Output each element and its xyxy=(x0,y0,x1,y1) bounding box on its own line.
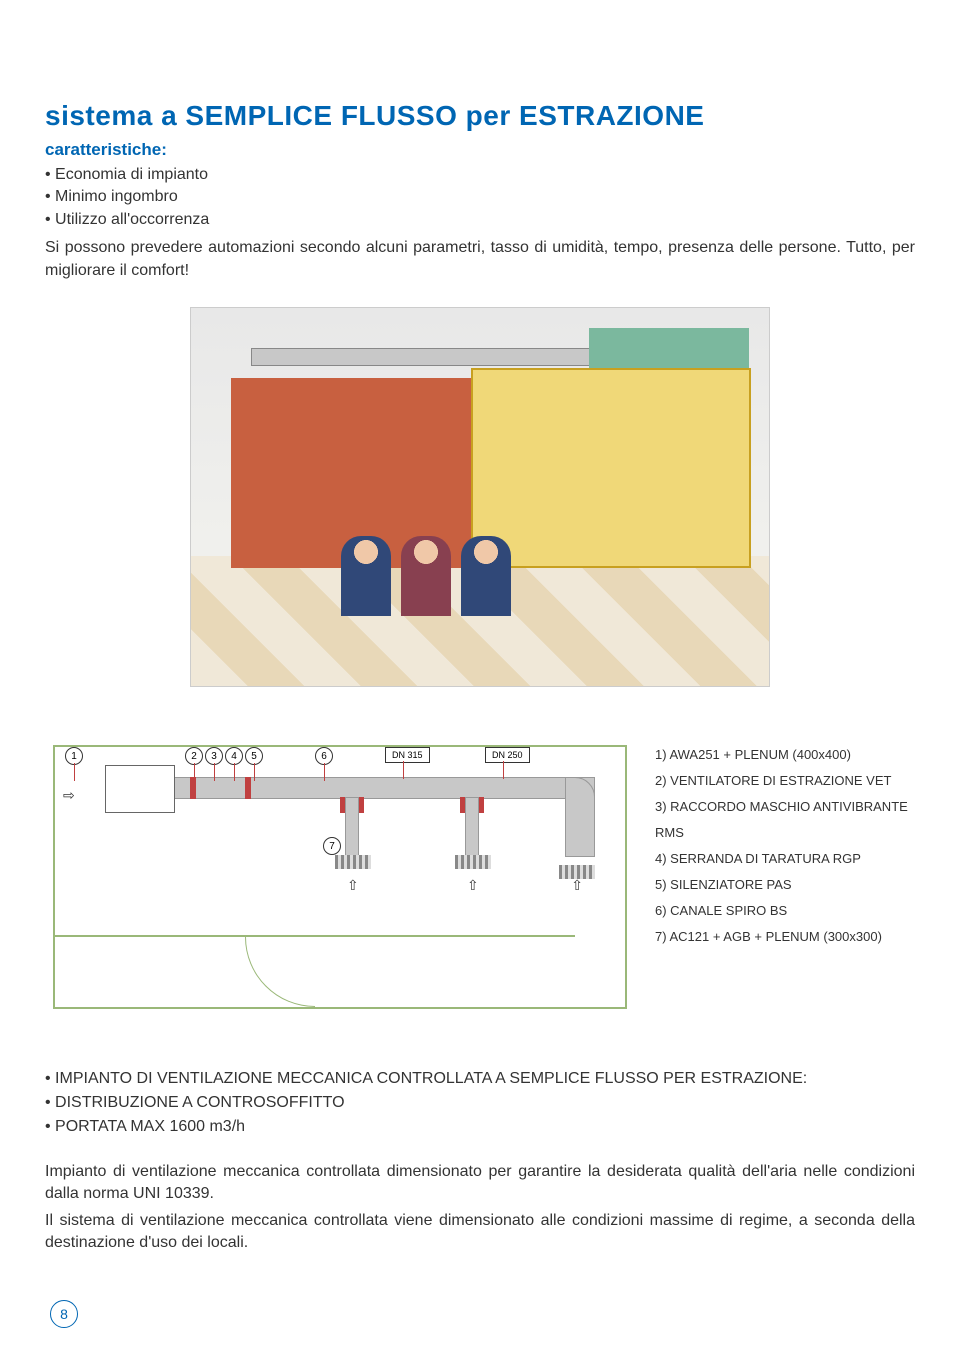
summary-item: PORTATA MAX 1600 m3/h xyxy=(45,1115,915,1139)
person-icon xyxy=(401,536,451,616)
summary-list: IMPIANTO DI VENTILAZIONE MECCANICA CONTR… xyxy=(45,1067,915,1139)
main-duct xyxy=(115,777,595,799)
intro-paragraph: Si possono prevedere automazioni secondo… xyxy=(45,237,915,282)
grille xyxy=(335,855,371,869)
arrow-up-icon: ⇧ xyxy=(347,877,359,894)
extraction-unit xyxy=(589,328,749,368)
inner-wall xyxy=(55,935,575,937)
callout-line xyxy=(194,763,195,781)
callout-line xyxy=(234,763,235,781)
summary-item: IMPIANTO DI VENTILAZIONE MECCANICA CONTR… xyxy=(45,1067,915,1091)
floor-plan-diagram: ⇨ ⇧ ⇧ ⇧ 1 2 3 4 5 6 xyxy=(45,737,635,1017)
legend-item: 2) VENTILATORE DI ESTRAZIONE VET xyxy=(655,768,915,794)
grille xyxy=(455,855,491,869)
body-paragraph: Il sistema di ventilazione meccanica con… xyxy=(45,1210,915,1255)
room-illustration xyxy=(190,307,770,687)
person-icon xyxy=(461,536,511,616)
callout-marker: 7 xyxy=(323,837,341,855)
legend-item: 1) AWA251 + PLENUM (400x400) xyxy=(655,742,915,768)
fan-unit xyxy=(105,765,175,813)
callout-line xyxy=(254,763,255,781)
legend-item: 5) SILENZIATORE PAS xyxy=(655,872,915,898)
dn-label: DN 250 xyxy=(485,747,530,763)
callout-line xyxy=(214,763,215,781)
document-page: sistema a SEMPLICE FLUSSO per ESTRAZIONE… xyxy=(0,0,960,1358)
legend-item: 7) AC121 + AGB + PLENUM (300x300) xyxy=(655,924,915,950)
legend-item: 4) SERRANDA DI TARATURA RGP xyxy=(655,846,915,872)
callout-line xyxy=(74,763,75,781)
feature-item: Economia di impianto xyxy=(45,164,915,186)
diagram-row: ⇨ ⇧ ⇧ ⇧ 1 2 3 4 5 6 xyxy=(45,737,915,1017)
legend-item: 6) CANALE SPIRO BS xyxy=(655,898,915,924)
branch-duct xyxy=(345,797,359,857)
arrow-up-icon: ⇧ xyxy=(467,877,479,894)
legend: 1) AWA251 + PLENUM (400x400) 2) VENTILAT… xyxy=(655,737,915,950)
feature-list: Economia di impianto Minimo ingombro Uti… xyxy=(45,164,915,231)
subtitle: caratteristiche: xyxy=(45,140,915,160)
wall-yellow xyxy=(471,368,751,568)
callout-line xyxy=(324,763,325,781)
connector xyxy=(190,777,196,799)
duct-elbow xyxy=(565,777,595,857)
branch-duct xyxy=(465,797,479,857)
body-paragraph: Impianto di ventilazione meccanica contr… xyxy=(45,1161,915,1206)
callout-line xyxy=(403,761,404,779)
page-number: 8 xyxy=(50,1300,78,1328)
dn-label: DN 315 xyxy=(385,747,430,763)
feature-item: Utilizzo all'occorrenza xyxy=(45,209,915,231)
legend-item: 3) RACCORDO MASCHIO ANTIVIBRANTE RMS xyxy=(655,794,915,846)
page-title: sistema a SEMPLICE FLUSSO per ESTRAZIONE xyxy=(45,100,915,132)
arrow-up-icon: ⇧ xyxy=(571,877,583,894)
callout-line xyxy=(503,761,504,779)
illustration-placeholder xyxy=(191,308,769,686)
connector xyxy=(245,777,251,799)
arrow-out-icon: ⇨ xyxy=(63,787,75,804)
summary-item: DISTRIBUZIONE A CONTROSOFFITTO xyxy=(45,1091,915,1115)
feature-item: Minimo ingombro xyxy=(45,186,915,208)
person-icon xyxy=(341,536,391,616)
